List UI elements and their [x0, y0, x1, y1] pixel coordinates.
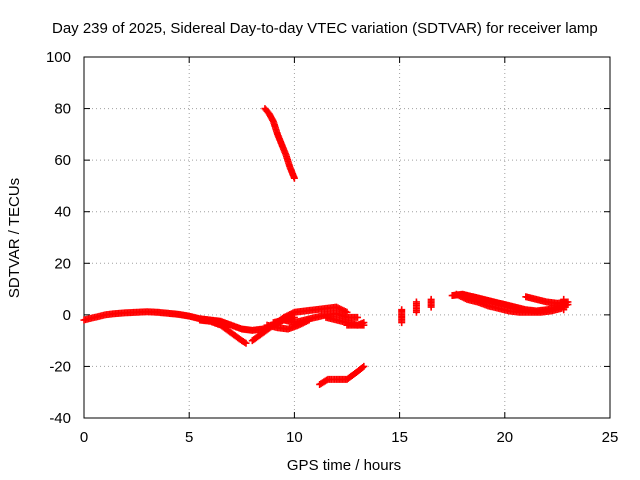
y-tick-label: 80 — [54, 101, 71, 118]
x-tick-label: 25 — [602, 429, 619, 446]
data-point — [427, 303, 435, 311]
x-tick-label: 5 — [185, 429, 193, 446]
data-point — [412, 308, 420, 316]
data-point — [360, 321, 368, 329]
chart-title: Day 239 of 2025, Sidereal Day-to-day VTE… — [52, 20, 598, 37]
grid-lines — [84, 57, 610, 418]
data-point — [398, 319, 406, 327]
x-tick-label: 0 — [80, 429, 88, 446]
series-trace-b — [196, 316, 250, 347]
series-trace-n — [560, 295, 568, 314]
series-trace-j — [398, 295, 435, 327]
data-point — [564, 298, 572, 306]
series-trace-e — [263, 316, 313, 333]
series-trace-g — [343, 321, 368, 329]
y-axis-label: SDTVAR / TECUs — [6, 178, 23, 298]
y-tick-label: 100 — [46, 49, 71, 66]
y-tick-label: 20 — [54, 255, 71, 272]
x-tick-label: 15 — [391, 429, 408, 446]
x-tick-label: 10 — [286, 429, 303, 446]
data-point — [560, 295, 568, 303]
axis-ticks: 0 5 10 15 20 25 -40 -20 0 20 40 60 80 100 — [46, 49, 618, 446]
plot-frame — [83, 56, 611, 419]
x-tick-label: 20 — [496, 429, 513, 446]
data-point — [360, 362, 368, 370]
data-point — [305, 316, 313, 324]
series-trace-i — [316, 362, 368, 388]
data-point — [241, 338, 249, 346]
series-trace-l — [452, 290, 566, 316]
data-point — [354, 313, 362, 321]
y-tick-label: -20 — [49, 358, 71, 375]
x-axis-label: GPS time / hours — [287, 457, 401, 474]
y-tick-label: -40 — [49, 410, 71, 427]
y-tick-label: 40 — [54, 204, 71, 221]
series-trace-h — [261, 105, 298, 182]
data-point — [242, 339, 250, 347]
data-point — [359, 363, 367, 371]
y-tick-label: 60 — [54, 152, 71, 169]
data-point — [290, 174, 298, 182]
y-tick-label: 0 — [63, 307, 71, 324]
data-points — [80, 105, 572, 388]
